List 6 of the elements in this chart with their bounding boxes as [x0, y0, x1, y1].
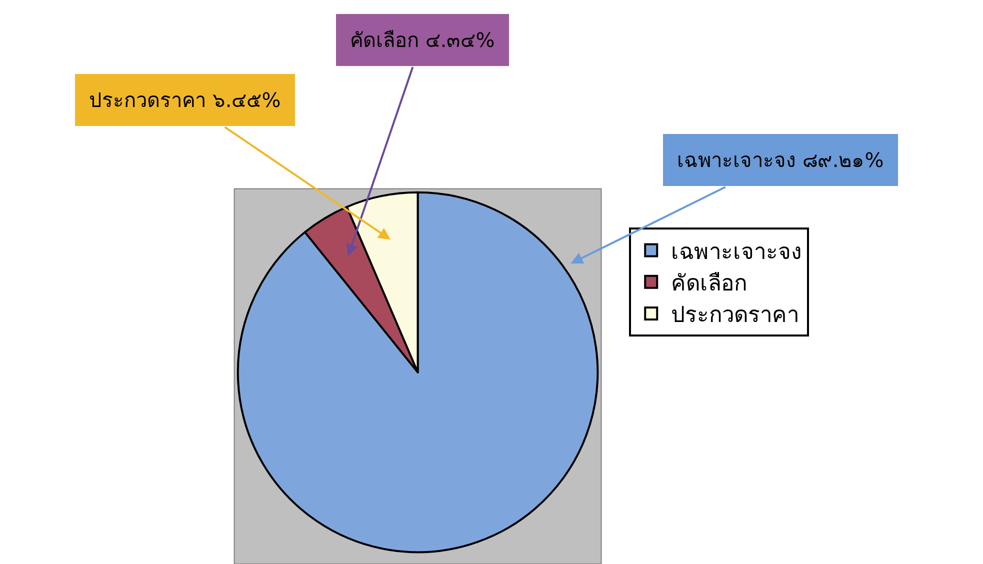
data-label: ประกวดราคา ๖.๔๕% [89, 88, 281, 112]
legend-label: เฉพาะเจาะจง [671, 240, 802, 265]
legend-label: ประกวดราคา [671, 303, 800, 328]
legend-label: คัดเลือก [671, 271, 748, 296]
data-label: คัดเลือก ๔.๓๔% [350, 28, 495, 52]
data-label: เฉพาะเจาะจง ๘๙.๒๑% [677, 148, 884, 172]
